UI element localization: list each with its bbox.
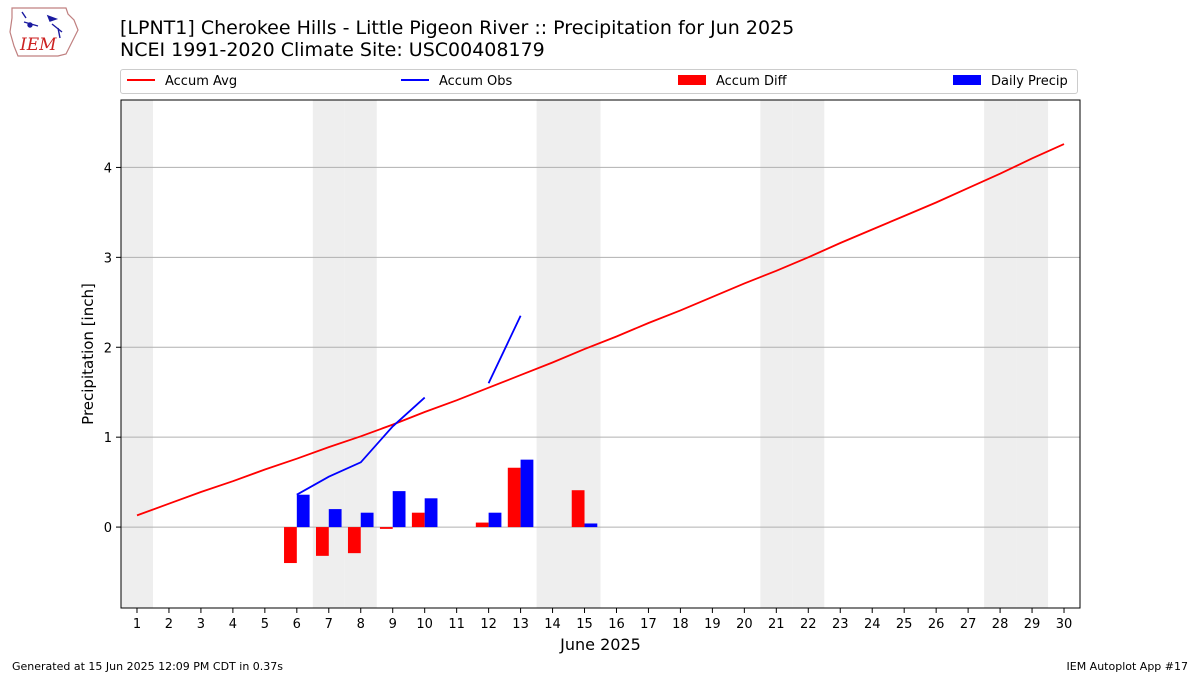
x-tick-label: 24 (864, 617, 881, 632)
x-tick-label: 9 (389, 617, 397, 632)
accum-obs-swatch (401, 78, 429, 81)
x-tick-label: 29 (1024, 617, 1041, 632)
x-tick-label: 30 (1056, 617, 1073, 632)
accum-diff-swatch (678, 74, 706, 85)
logo-text: IEM (19, 35, 57, 55)
legend-item-accum-diff: Accum Diff (678, 73, 787, 90)
x-tick-label: 6 (293, 617, 301, 632)
legend-item-daily-precip: Daily Precip (953, 73, 1068, 90)
app-credit: IEM Autoplot App #17 (1066, 660, 1189, 673)
x-tick-label: 20 (736, 617, 753, 632)
plot-frame (120, 99, 1081, 609)
y-axis-label: Precipitation [inch] (79, 283, 97, 425)
x-tick-label: 23 (832, 617, 849, 632)
x-tick-label: 21 (768, 617, 785, 632)
daily-precip-bar (296, 494, 310, 528)
y-tick-label: 1 (104, 431, 112, 446)
y-tick-label: 0 (104, 521, 112, 536)
x-tick-label: 19 (704, 617, 721, 632)
daily-precip-bar (424, 498, 438, 528)
x-tick-label: 4 (229, 617, 237, 632)
legend-item-accum-obs: Accum Obs (401, 73, 512, 90)
legend-label: Daily Precip (991, 74, 1068, 89)
iem-logo: IEM (8, 6, 80, 58)
x-tick-label: 8 (357, 617, 365, 632)
chart-title: [LPNT1] Cherokee Hills - Little Pigeon R… (120, 17, 794, 61)
x-tick-label: 7 (325, 617, 333, 632)
x-tick-label: 25 (896, 617, 913, 632)
x-tick-label: 22 (800, 617, 817, 632)
accum-obs-line (487, 315, 522, 384)
accum-diff-bar (284, 527, 297, 564)
daily-precip-bar (328, 509, 342, 528)
x-tick-label: 13 (512, 617, 529, 632)
weekend-shade (792, 100, 825, 608)
y-tick-label: 2 (104, 341, 112, 356)
weekend-shade (536, 100, 569, 608)
weekend-shade (984, 100, 1017, 608)
title-line-2: NCEI 1991-2020 Climate Site: USC00408179 (120, 39, 545, 61)
accum-avg-line (136, 143, 1065, 517)
daily-precip-bar (360, 512, 374, 528)
x-tick-label: 14 (544, 617, 561, 632)
x-tick-label: 28 (992, 617, 1009, 632)
weekend-shade (760, 100, 793, 608)
accum-diff-bar (571, 490, 585, 528)
accum-diff-bar (347, 527, 361, 554)
x-tick-label: 11 (448, 617, 465, 632)
daily-precip-bar (584, 523, 598, 528)
x-tick-label: 15 (576, 617, 593, 632)
generated-timestamp: Generated at 15 Jun 2025 12:09 PM CDT in… (12, 660, 284, 673)
x-tick-label: 12 (480, 617, 497, 632)
accum-diff-bar (411, 512, 425, 528)
x-tick-label: 18 (672, 617, 689, 632)
daily-precip-bar (488, 512, 502, 528)
x-tick-label: 26 (928, 617, 945, 632)
weekend-shade (121, 100, 153, 608)
x-tick-label: 2 (165, 617, 173, 632)
y-tick-label: 3 (104, 251, 112, 266)
daily-precip-swatch (953, 74, 981, 85)
weekend-shade (1016, 100, 1049, 608)
title-line-1: [LPNT1] Cherokee Hills - Little Pigeon R… (120, 17, 795, 39)
x-tick-label: 5 (261, 617, 269, 632)
x-tick-label: 27 (960, 617, 977, 632)
legend-label: Accum Obs (439, 74, 513, 89)
daily-precip-bar (392, 491, 406, 528)
x-tick-label: 1 (133, 617, 141, 632)
daily-precip-bar (520, 459, 534, 528)
accum-diff-bar (507, 467, 521, 528)
accum-avg-swatch (127, 78, 155, 81)
accum-diff-bar (315, 527, 329, 556)
legend-label: Accum Avg (165, 74, 238, 89)
accum-diff-bar (379, 527, 393, 529)
x-tick-label: 10 (416, 617, 433, 632)
y-tick-label: 4 (104, 161, 112, 176)
accum-obs-line (296, 396, 426, 496)
x-tick-label: 16 (608, 617, 625, 632)
x-tick-label: 3 (197, 617, 205, 632)
x-axis-label: June 2025 (559, 635, 641, 654)
accum-diff-bar (475, 522, 489, 528)
legend: Accum Avg Accum Obs Accum Diff Daily Pre… (120, 69, 1078, 94)
legend-item-accum-avg: Accum Avg (127, 73, 237, 90)
legend-label: Accum Diff (716, 74, 787, 89)
x-tick-label: 17 (640, 617, 657, 632)
